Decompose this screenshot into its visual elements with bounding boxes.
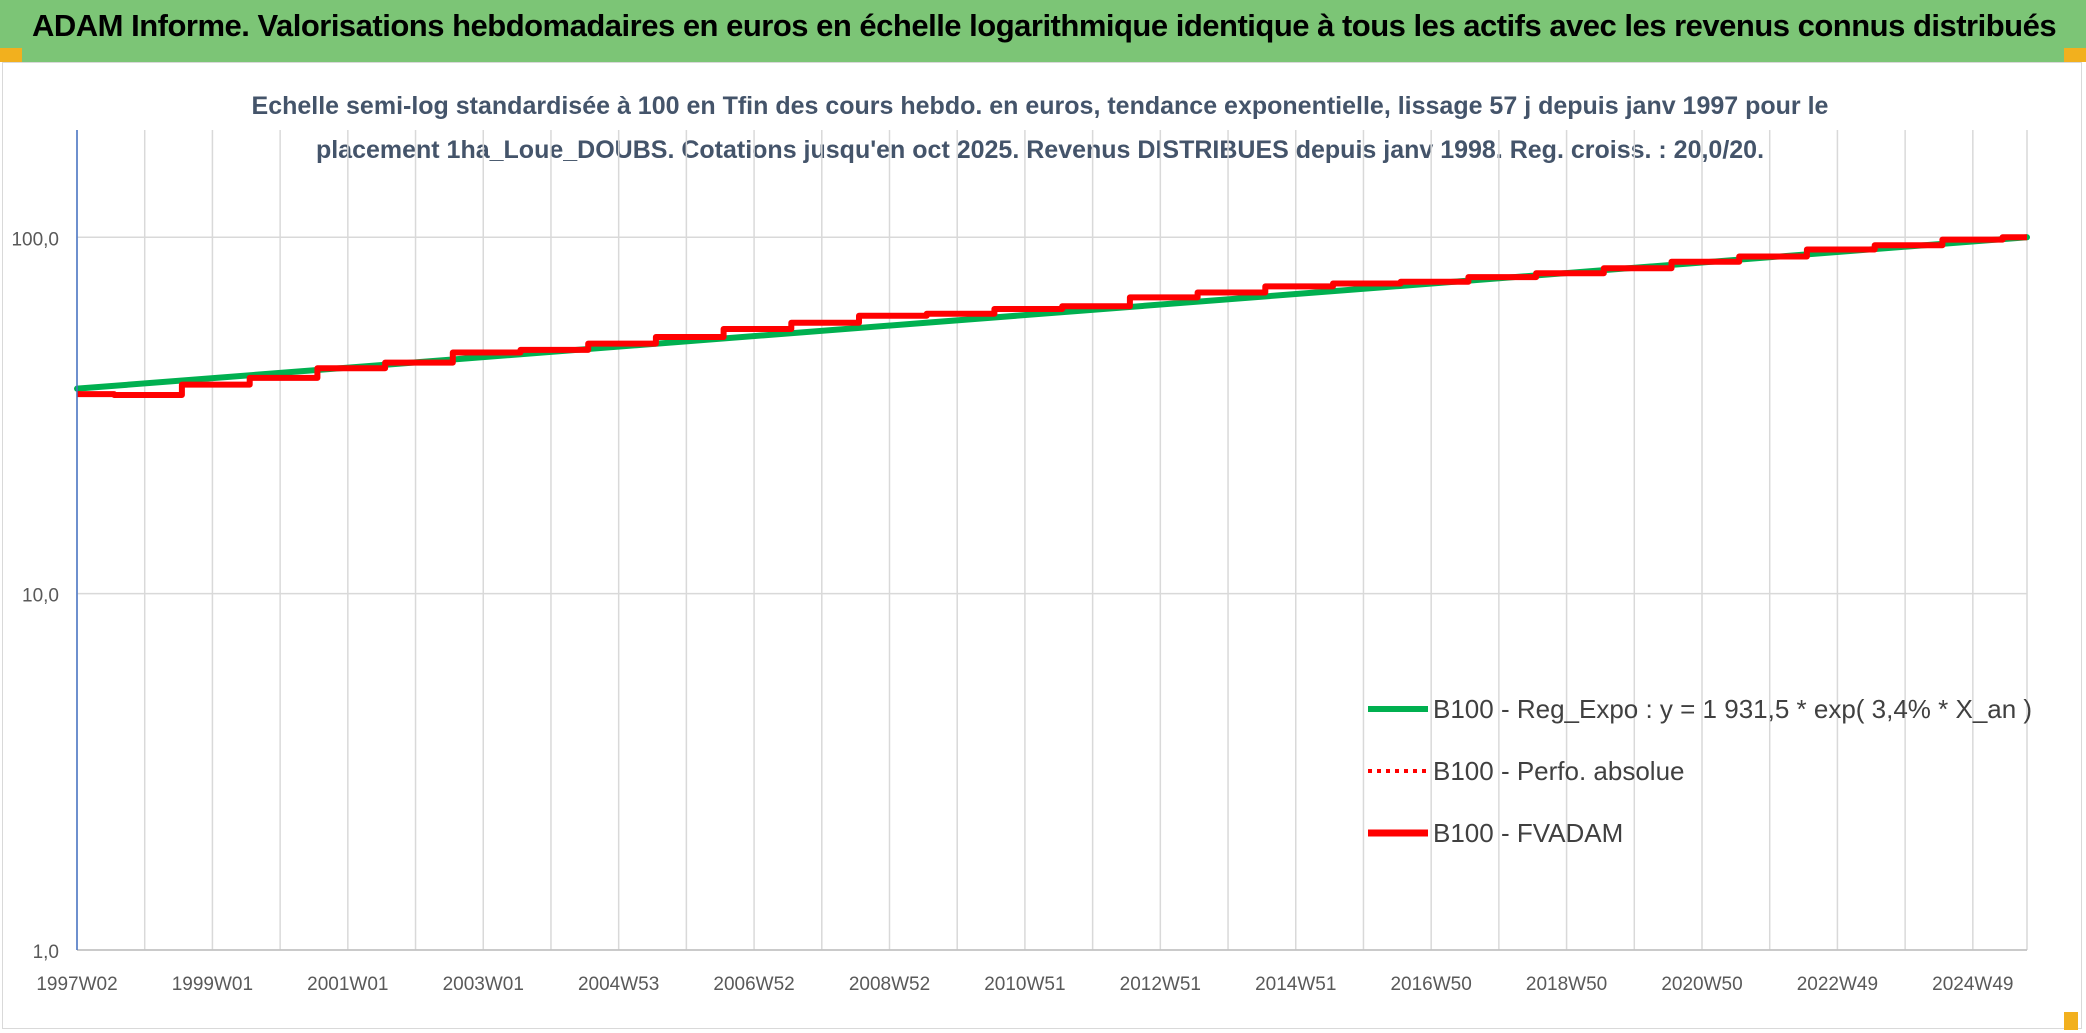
x-tick-label: 2016W50 bbox=[1390, 974, 1471, 995]
x-tick-label: 2001W01 bbox=[307, 974, 388, 995]
x-tick-label: 2006W52 bbox=[713, 974, 794, 995]
gridlines bbox=[76, 130, 2028, 951]
legend-perfo-absolue-label: B100 - Perfo. absolue bbox=[1433, 756, 1685, 786]
legend-trend-label: B100 - Reg_Expo : y = 1 931,5 * exp( 3,4… bbox=[1433, 694, 2032, 724]
report-title: ADAM Informe. Valorisations hebdomadaire… bbox=[32, 8, 2057, 43]
legend-fvadam-label: B100 - FVADAM bbox=[1433, 818, 1623, 848]
x-tick-label: 2020W50 bbox=[1661, 974, 1742, 995]
x-tick-label: 2014W51 bbox=[1255, 974, 1336, 995]
x-tick-label: 2008W52 bbox=[849, 974, 930, 995]
y-tick-label: 1,0 bbox=[33, 942, 59, 963]
fvadam-line bbox=[77, 234, 2027, 398]
perfo-absolue-line bbox=[77, 235, 2027, 397]
series-layer bbox=[74, 234, 2030, 398]
corner-marker-bottom-right bbox=[2064, 1012, 2078, 1030]
x-tick-label: 2012W51 bbox=[1120, 974, 1201, 995]
x-tick-label: 2022W49 bbox=[1797, 974, 1878, 995]
x-tick-label: 2004W53 bbox=[578, 974, 659, 995]
axis-layer: 1,0 10,0 100,0 1997W02 1999W01 2001W01 2003W01… bbox=[11, 130, 2027, 995]
x-tick-label: 2010W51 bbox=[984, 974, 1065, 995]
x-tick-label: 2018W50 bbox=[1526, 974, 1607, 995]
chart-area bbox=[2, 62, 2082, 1029]
report-header: ADAM Informe. Valorisations hebdomadaire… bbox=[0, 0, 2086, 62]
legend: B100 - Reg_Expo : y = 1 931,5 * exp( 3,4… bbox=[1368, 694, 2032, 848]
x-tick-label: 2024W49 bbox=[1932, 974, 2013, 995]
x-tick-label: 2003W01 bbox=[443, 974, 524, 995]
corner-marker-right bbox=[2064, 48, 2086, 62]
y-tick-label: 100,0 bbox=[11, 229, 59, 250]
corner-marker-left bbox=[0, 48, 22, 62]
x-tick-label: 1997W02 bbox=[36, 974, 117, 995]
chart-subtitle: placement 1ha_Loue_DOUBS. Cotations jusq… bbox=[315, 136, 1765, 164]
x-tick-label: 1999W01 bbox=[172, 974, 253, 995]
chart-title: Echelle semi-log standardisée à 100 en T… bbox=[251, 92, 1829, 120]
y-tick-label: 10,0 bbox=[22, 586, 59, 607]
